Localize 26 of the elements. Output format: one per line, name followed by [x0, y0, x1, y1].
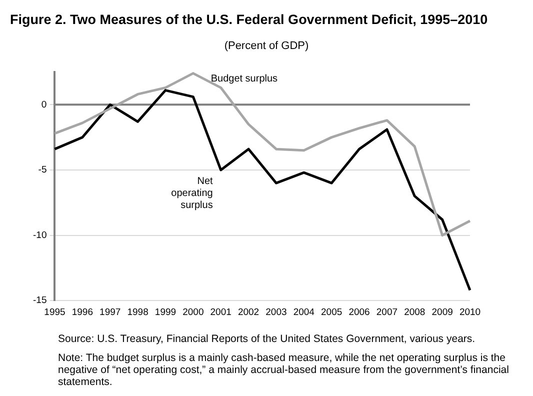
x-tick-label: 1998 — [127, 306, 148, 318]
x-tick-label: 2010 — [459, 306, 481, 318]
x-tick-label: 1995 — [44, 306, 66, 318]
x-tick-label: 2004 — [293, 306, 314, 318]
chart-subtitle: (Percent of GDP) — [223, 40, 310, 52]
x-tick-label: 2005 — [321, 306, 342, 318]
y-tick-label: -15 — [32, 295, 47, 306]
x-tick-label: 1999 — [154, 306, 176, 318]
x-tick-label: 2003 — [266, 306, 287, 318]
x-tick-label: 2008 — [404, 306, 426, 318]
chart-title: Figure 2. Two Measures of the U.S. Federal Government Deficit, 1995–2010 — [10, 12, 488, 27]
text: Note: The budget surplus is a mainly cash-based measure, while the net operating surplus is the negative of “net operating cost,” a mainly accrual-based measure from the government’s financial statements. — [58, 352, 510, 388]
series-label: Budget surplus — [210, 74, 278, 85]
x-tick-label: 2009 — [432, 306, 453, 318]
y-tick-label: 0 — [41, 99, 47, 110]
series-label: Net operating surplus — [171, 176, 214, 211]
y-tick-label: -10 — [32, 230, 47, 241]
y-tick-label: -5 — [38, 164, 47, 176]
x-tick-label: 2001 — [210, 306, 232, 318]
source-note: Source: U.S. Treasury, Financial Reports of the United States Government, various years. — [58, 333, 476, 345]
x-tick-label: 1997 — [100, 306, 121, 318]
x-tick-label: 2000 — [182, 306, 204, 318]
x-tick-label: 2006 — [348, 306, 370, 318]
x-tick-label: 2007 — [376, 306, 398, 318]
x-tick-label: 1996 — [72, 306, 93, 318]
x-tick-label: 2002 — [238, 306, 260, 318]
